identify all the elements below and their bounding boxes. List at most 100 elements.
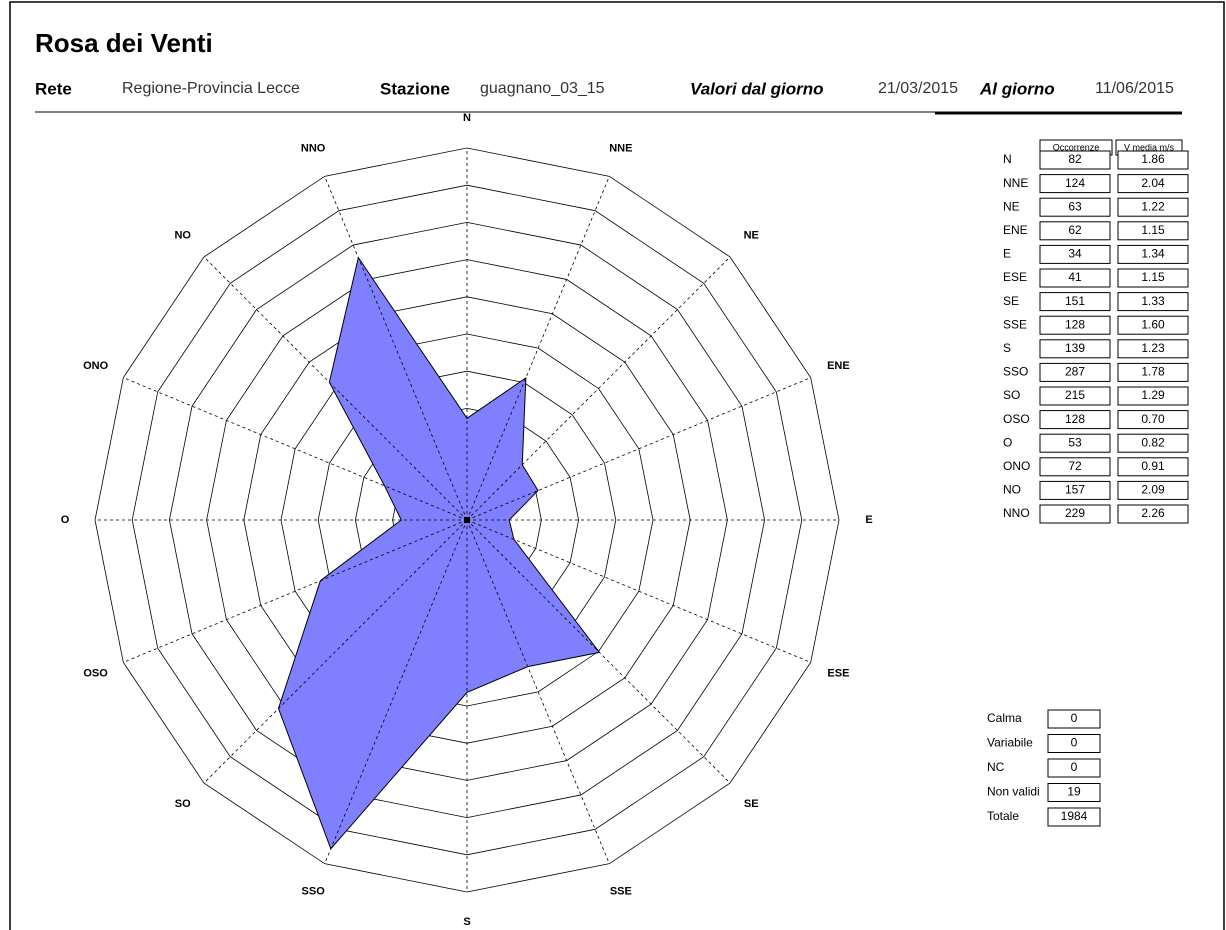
cell xyxy=(1047,758,1101,778)
field-label: Al giorno xyxy=(979,79,1055,98)
summary-value: 0 xyxy=(1071,736,1078,750)
spoke xyxy=(123,519,468,663)
summary-label: Variabile xyxy=(987,736,1033,750)
occurrences: 34 xyxy=(1068,247,1082,261)
mean-speed: 1.78 xyxy=(1141,365,1165,379)
occurrences: 151 xyxy=(1065,294,1085,308)
cell xyxy=(1039,480,1111,500)
summary-value: 0 xyxy=(1071,711,1078,725)
occurrences: 82 xyxy=(1068,152,1082,166)
cell xyxy=(1117,292,1189,312)
cell xyxy=(1117,339,1189,359)
cell xyxy=(1039,292,1111,312)
cell xyxy=(1039,433,1111,453)
field-label: Valori dal giorno xyxy=(690,79,824,98)
occurrences: 215 xyxy=(1065,388,1085,402)
direction-label: NNO xyxy=(301,143,326,155)
direction-label: ESE xyxy=(827,668,849,680)
direction-label: S xyxy=(463,916,470,928)
cell xyxy=(1117,410,1189,430)
title: Rosa dei Venti xyxy=(35,28,213,58)
spoke xyxy=(324,176,468,521)
direction-label: NE xyxy=(744,230,759,242)
cell xyxy=(1039,410,1111,430)
direction-label: SSE xyxy=(610,885,632,897)
occurrences: 128 xyxy=(1065,412,1085,426)
spoke xyxy=(203,256,468,521)
direction-label: E xyxy=(865,514,872,526)
cell xyxy=(1117,480,1189,500)
cell xyxy=(1117,386,1189,406)
cell xyxy=(1047,807,1101,827)
cell xyxy=(1117,504,1189,524)
direction-label: OSO xyxy=(83,668,108,680)
summary-label: Totale xyxy=(987,809,1019,823)
row-label: S xyxy=(1003,341,1011,355)
spoke xyxy=(466,519,811,663)
direction-label: NNE xyxy=(609,143,632,155)
summary-value: 0 xyxy=(1071,760,1078,774)
row-label: O xyxy=(1003,435,1012,449)
row-label: ESE xyxy=(1003,270,1027,284)
cell xyxy=(1117,433,1189,453)
cell xyxy=(1039,504,1111,524)
mean-speed: 0.91 xyxy=(1141,459,1165,473)
cell xyxy=(1039,268,1111,288)
cell xyxy=(1039,244,1111,264)
cell xyxy=(1047,709,1101,729)
mean-speed: 1.33 xyxy=(1141,294,1165,308)
occurrences: 139 xyxy=(1065,341,1085,355)
occurrences: 229 xyxy=(1065,506,1085,520)
cell xyxy=(1047,734,1101,753)
occurrences: 53 xyxy=(1068,435,1082,449)
row-label: SSO xyxy=(1003,365,1028,379)
cell xyxy=(1117,197,1189,217)
mean-speed: 2.26 xyxy=(1141,506,1165,520)
field-value: 21/03/2015 xyxy=(878,80,958,97)
cell xyxy=(1047,783,1101,802)
spoke xyxy=(203,519,468,784)
mean-speed: 1.22 xyxy=(1141,199,1165,213)
cell xyxy=(1117,457,1189,477)
direction-label: SE xyxy=(744,798,759,810)
occurrences: 62 xyxy=(1068,223,1082,237)
grid-ring xyxy=(168,221,766,819)
direction-label: O xyxy=(61,514,70,526)
cell xyxy=(1039,362,1111,382)
summary-value: 1984 xyxy=(1061,809,1088,823)
center xyxy=(464,517,470,523)
occurrences: 157 xyxy=(1065,483,1085,497)
cell xyxy=(1117,150,1189,170)
column-header: Occorrenze xyxy=(1053,142,1100,152)
spoke xyxy=(324,519,468,864)
row-label: ENE xyxy=(1003,223,1028,237)
grid-ring xyxy=(131,184,803,856)
row-label: OSO xyxy=(1003,412,1030,426)
summary-label: Calma xyxy=(987,711,1022,725)
row-label: SE xyxy=(1003,294,1019,308)
cell xyxy=(1039,197,1111,217)
cell xyxy=(1039,150,1111,170)
occurrences: 41 xyxy=(1068,270,1082,284)
cell xyxy=(1117,362,1189,382)
summary-label: NC xyxy=(987,760,1005,774)
occurrences: 63 xyxy=(1068,199,1082,213)
cell xyxy=(1117,244,1189,264)
mean-speed: 1.23 xyxy=(1141,341,1165,355)
mean-speed: 2.04 xyxy=(1141,176,1165,190)
row-label: NNO xyxy=(1003,506,1030,520)
mean-speed: 0.82 xyxy=(1141,435,1165,449)
spoke xyxy=(466,377,811,521)
occurrences: 128 xyxy=(1065,317,1085,331)
mean-speed: 2.09 xyxy=(1141,483,1165,497)
mean-speed: 1.29 xyxy=(1141,388,1165,402)
mean-speed: 1.15 xyxy=(1141,223,1165,237)
spoke xyxy=(123,377,468,521)
cell xyxy=(1039,315,1111,335)
row-label: ONO xyxy=(1003,459,1030,473)
field-value: 11/06/2015 xyxy=(1095,80,1174,97)
cell xyxy=(1117,221,1189,241)
field-label: Rete xyxy=(35,79,72,98)
